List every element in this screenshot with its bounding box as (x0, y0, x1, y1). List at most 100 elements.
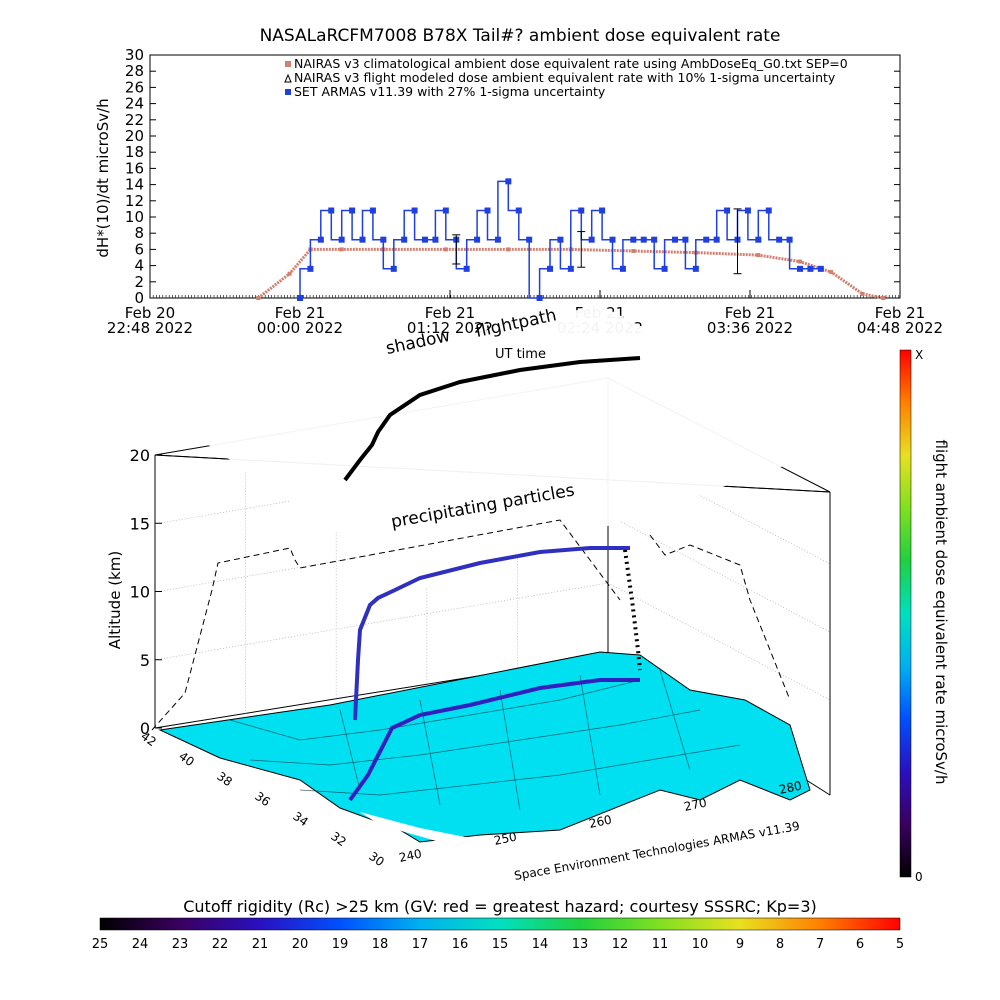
cutoff-tick-label: 25 (92, 937, 109, 952)
nairas-point (756, 253, 761, 258)
top-error-bars (452, 208, 742, 275)
cutoff-tick-label: 22 (212, 937, 229, 952)
cutoff-tick-label: 15 (492, 937, 509, 952)
armas-point (474, 236, 481, 243)
latitude-tick-label: 34 (290, 809, 311, 829)
armas-point (786, 236, 793, 243)
chart-title: NASALaRCFM7008 B78X Tail#? ambient dose … (260, 26, 781, 46)
armas-point (755, 236, 762, 243)
longitude-tick-label: 270 (683, 795, 708, 813)
ground-track (348, 678, 640, 802)
cutoff-colorbar-label: Cutoff rigidity (Rc) >25 km (GV: red = g… (183, 897, 817, 916)
armas-point (557, 236, 564, 243)
cutoff-colorbar-ticks: 25 24 23 22 21 20 19 18 17 16 15 14 13 12 11 10 9 8 7 6 5 (92, 937, 904, 952)
top-x-tick-time: 04:48 2022 (857, 319, 943, 337)
longitude-tick-label: 250 (493, 829, 518, 847)
nairas-point (798, 259, 802, 264)
longitude-tick-label: 280 (778, 778, 803, 796)
top-plot-frame (149, 54, 901, 299)
latitude-tick-label: 30 (366, 849, 387, 869)
armas-line (299, 180, 821, 299)
top-x-tick-day: Feb 21 (725, 304, 775, 322)
shadow-projection (151, 519, 621, 731)
armas-point (349, 207, 356, 214)
shadow-projection-right (649, 534, 791, 701)
armas-point (359, 236, 366, 243)
dose-colorbar: X 0 flight ambient dose equivalent rate … (899, 348, 950, 884)
armas-point (692, 265, 699, 272)
armas-point (484, 207, 491, 214)
map-gap (360, 812, 470, 842)
cutoff-tick-label: 16 (452, 937, 469, 952)
armas-point (380, 236, 387, 243)
legend-marker-set-armas (285, 89, 291, 95)
armas-point (651, 236, 658, 243)
legend-label-nairas-flight: NAIRAS v3 flight modeled dose ambient eq… (294, 70, 836, 85)
top-x-tick-day: Feb 21 (275, 304, 325, 322)
armas-point (307, 265, 314, 272)
armas-point (432, 236, 439, 243)
top-y-tick-label: 22 (125, 111, 144, 129)
armas-point (588, 236, 595, 243)
cutoff-tick-label: 8 (776, 937, 784, 952)
top-y-tick-label: 24 (125, 95, 144, 113)
map-surface (158, 651, 811, 843)
top-y-tick-label: 4 (134, 257, 144, 275)
top-y-tick-label: 2 (134, 273, 144, 291)
scene-3d: shadow flightpath UT time precipitating … (106, 305, 860, 883)
cutoff-tick-label: 7 (816, 937, 824, 952)
altitude-tick-label: 5 (140, 651, 150, 670)
armas-point (817, 265, 824, 272)
top-y-tick-label: 30 (125, 46, 144, 64)
armas-point (422, 236, 428, 243)
nairas-point (631, 249, 636, 254)
cutoff-tick-label: 21 (252, 937, 269, 952)
legend-marker-nairas-flight (284, 73, 292, 83)
armas-point (526, 236, 533, 243)
ut-time-curve (343, 356, 641, 482)
top-y-tick-label: 10 (125, 208, 144, 226)
cutoff-tick-label: 10 (692, 937, 709, 952)
armas-point (713, 236, 720, 243)
armas-point (328, 207, 335, 214)
legend-label-set-armas: SET ARMAS v11.39 with 27% 1-sigma uncert… (294, 84, 606, 99)
armas-point (401, 236, 408, 243)
armas-point (797, 265, 803, 272)
dose-colorbar-label: flight ambient dose equivalent rate micr… (932, 440, 950, 785)
armas-point (317, 236, 324, 243)
top-x-tick-time: 00:00 2022 (257, 319, 343, 337)
armas-point (765, 207, 772, 214)
cutoff-tick-label: 23 (172, 937, 189, 952)
longitude-tick-label: 260 (588, 812, 613, 830)
latitude-tick-label: 38 (214, 769, 235, 789)
map-borders (229, 669, 741, 811)
top-x-tick-day: Feb 21 (425, 304, 475, 322)
dose-colorbar-top-label: X (915, 348, 923, 362)
armas-point (505, 178, 512, 185)
armas-point (630, 236, 637, 243)
top-x-tick-day: Feb 21 (875, 304, 925, 322)
wall-grid-line (607, 514, 831, 633)
cutoff-tick-label: 20 (292, 937, 309, 952)
armas-point (338, 236, 345, 243)
top-x-tick-time: 03:36 2022 (707, 319, 793, 337)
altitude-tick-label: 20 (130, 446, 150, 465)
annotation-ut-time: UT time (495, 347, 546, 362)
legend-label-nairas-climatological: NAIRAS v3 climatological ambient dose eq… (294, 56, 848, 71)
altitude-axis: 0 5 10 15 20 (130, 446, 162, 738)
top-x-tick-time: 01:12 2022 (407, 319, 493, 337)
cutoff-tick-label: 13 (572, 937, 589, 952)
top-legend: NAIRAS v3 climatological ambient dose eq… (284, 56, 848, 99)
altitude-tick-label: 15 (130, 514, 150, 533)
cutoff-colorbar-fill (99, 917, 901, 931)
latitude-tick-label: 40 (176, 749, 197, 769)
cutoff-tick-label: 9 (736, 937, 744, 952)
top-y-tick-label: 0 (134, 289, 144, 307)
armas-point (578, 207, 585, 214)
cutoff-tick-label: 5 (896, 937, 904, 952)
dose-colorbar-bottom-label: 0 (915, 870, 923, 884)
armas-point (369, 207, 376, 214)
armas-point (494, 236, 501, 243)
armas-point (776, 236, 783, 243)
